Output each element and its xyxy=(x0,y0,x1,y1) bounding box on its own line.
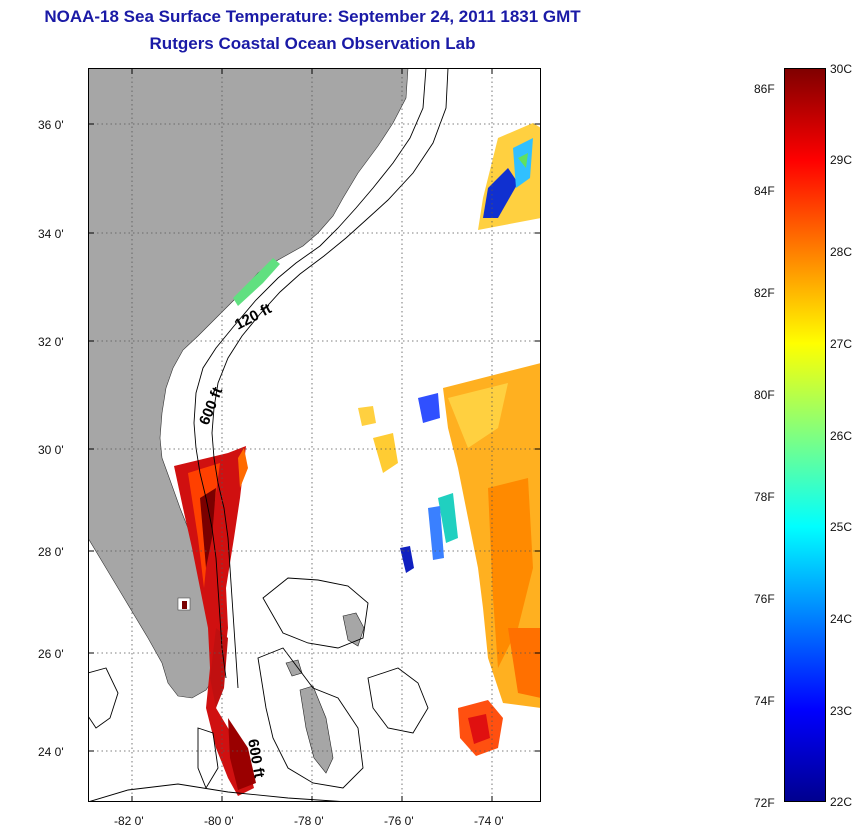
colorbar-fahrenheit-label: 78F xyxy=(754,490,775,504)
sst-carolina-coastal xyxy=(233,258,280,306)
sst-scattered-west xyxy=(358,393,458,573)
lon-tick-label: -80 0' xyxy=(204,814,234,828)
lon-tick-label: -78 0' xyxy=(294,814,324,828)
lon-tick-label: -82 0' xyxy=(114,814,144,828)
colorbar-fahrenheit-label: 72F xyxy=(754,796,775,810)
contour-bahamas xyxy=(262,577,369,649)
colorbar-celsius-label: 26C xyxy=(830,429,853,443)
lat-tick-label: 32 0' xyxy=(38,335,64,349)
colorbar-fahrenheit-label: 82F xyxy=(754,286,775,300)
lat-tick-label: 30 0' xyxy=(38,443,64,457)
colorbar-fahrenheit-label: 74F xyxy=(754,694,775,708)
sst-map: 120 ft 600 ft 600 ft xyxy=(88,68,541,802)
colorbar-celsius-label: 28C xyxy=(830,245,853,259)
colorbar-celsius-label: 29C xyxy=(830,153,853,167)
map-frame xyxy=(88,68,541,802)
lat-tick-label: 34 0' xyxy=(38,227,64,241)
colorbar-celsius-label: 27C xyxy=(830,337,853,351)
colorbar-fahrenheit-label: 86F xyxy=(754,82,775,96)
map-title: NOAA-18 Sea Surface Temperature: Septemb… xyxy=(44,7,581,26)
temperature-colorbar xyxy=(784,68,826,802)
sst-florida-coastal xyxy=(174,446,256,796)
colorbar-fahrenheit-label: 84F xyxy=(754,184,775,198)
colorbar-celsius-label: 23C xyxy=(830,704,853,718)
contour-bahamas xyxy=(367,667,429,734)
colorbar-fahrenheit-label: 76F xyxy=(754,592,775,606)
lon-tick-label: -74 0' xyxy=(474,814,504,828)
colorbar-celsius-label: 25C xyxy=(830,520,853,534)
contour-label-600ft-south: 600 ft xyxy=(244,738,268,780)
colorbar-celsius-label: 30C xyxy=(830,62,853,76)
contour-bahamas xyxy=(197,727,219,790)
lat-tick-label: 36 0' xyxy=(38,118,64,132)
contour-600ft xyxy=(211,68,449,689)
lon-tick-label: -76 0' xyxy=(384,814,414,828)
lat-tick-label: 26 0' xyxy=(38,647,64,661)
contour-120ft xyxy=(193,68,427,679)
contour-bahamas xyxy=(257,647,364,789)
colorbar-fahrenheit-label: 80F xyxy=(754,388,775,402)
colorbar-celsius-label: 24C xyxy=(830,612,853,626)
bahamas-island xyxy=(299,685,334,774)
sst-northeast-patch xyxy=(478,123,541,230)
map-subtitle: Rutgers Coastal Ocean Observation Lab xyxy=(149,34,476,53)
lake-sst-patch xyxy=(182,601,187,609)
contour-bahamas xyxy=(88,667,119,729)
bahamas-island xyxy=(342,612,365,647)
sst-map-canvas: 120 ft 600 ft 600 ft xyxy=(88,68,541,802)
contour-cuba xyxy=(88,783,349,802)
bathymetry-contours xyxy=(88,68,449,802)
lat-tick-label: 24 0' xyxy=(38,745,64,759)
graticule xyxy=(88,68,541,802)
sst-south-patch xyxy=(458,700,503,756)
colorbar-celsius-label: 22C xyxy=(830,795,853,809)
mainland-landmass xyxy=(88,68,409,699)
lat-tick-label: 28 0' xyxy=(38,545,64,559)
axis-ticks xyxy=(88,68,541,802)
